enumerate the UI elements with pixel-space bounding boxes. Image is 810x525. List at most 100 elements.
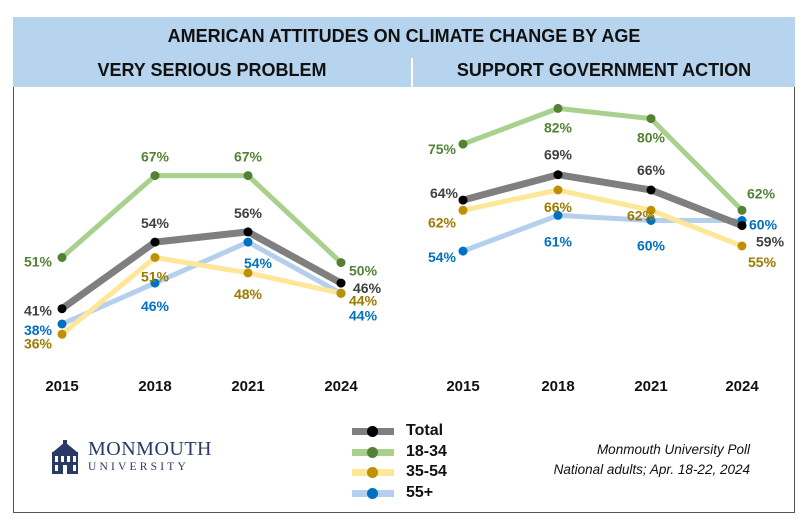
main-title: AMERICAN ATTITUDES ON CLIMATE CHANGE BY … <box>167 26 641 46</box>
data-point-Total-2018 <box>553 170 563 180</box>
legend-label-total: Total <box>406 422 444 440</box>
right-chart-title: SUPPORT GOVERNMENT ACTION <box>456 60 752 80</box>
data-label-35-54-2024: 44% <box>349 292 378 308</box>
data-point-Total-2015 <box>57 304 67 314</box>
data-point-55+-2018 <box>553 210 563 220</box>
data-label-Total-2021: 56% <box>234 205 263 221</box>
data-label-Total-2024: 46% <box>353 280 382 296</box>
data-label-55+-2024: 60% <box>749 217 778 233</box>
series-line-18-34 <box>460 105 745 213</box>
header-band <box>13 17 795 87</box>
series-line-18-34 <box>59 173 344 266</box>
data-point-55+-2018 <box>150 278 160 288</box>
data-point-18-34-2018 <box>150 171 160 181</box>
data-label-Total-2018: 69% <box>544 147 573 163</box>
x-tick-label-2024: 2024 <box>725 378 759 395</box>
data-label-35-54-2015: 62% <box>428 214 457 230</box>
data-point-Total-2015 <box>458 195 468 205</box>
data-label-Total-2015: 41% <box>24 303 53 319</box>
data-label-35-54-2018: 66% <box>544 199 573 215</box>
data-point-18-34-2021 <box>243 171 253 181</box>
data-point-Total-2021 <box>646 185 656 195</box>
data-point-35-54-2024 <box>737 241 747 251</box>
legend-item-35-54: 35-54 <box>352 462 447 483</box>
header-divider <box>411 58 413 87</box>
data-point-35-54-2021 <box>646 205 656 215</box>
data-label-Total-2024: 59% <box>756 234 785 250</box>
series-line-55+ <box>460 212 745 254</box>
source-line-2: National adults; Apr. 18-22, 2024 <box>553 462 750 477</box>
legend-swatch-total <box>352 424 394 438</box>
data-label-35-54-2015: 36% <box>24 335 53 351</box>
university-building-icon <box>52 440 78 474</box>
data-label-55+-2015: 54% <box>428 249 457 265</box>
x-tick-label-2015: 2015 <box>446 378 479 395</box>
data-point-35-54-2018 <box>553 185 563 195</box>
source-line-1: Monmouth University Poll <box>596 442 750 457</box>
legend-label-55-plus: 55+ <box>406 483 434 501</box>
data-label-55+-2021: 60% <box>637 238 666 254</box>
data-point-18-34-2015 <box>458 139 468 149</box>
legend-swatch-55-plus <box>352 486 394 500</box>
data-label-55+-2021: 54% <box>244 255 273 271</box>
data-point-18-34-2024 <box>336 258 346 268</box>
legend-label-18-34: 18-34 <box>406 442 447 460</box>
data-label-Total-2018: 54% <box>141 215 170 231</box>
data-point-Total-2024 <box>336 278 346 288</box>
x-tick-label-2015: 2015 <box>45 378 78 395</box>
x-tick-label-2024: 2024 <box>324 378 358 395</box>
legend-item-total: Total <box>352 421 447 442</box>
data-label-18-34-2015: 51% <box>24 254 53 270</box>
data-label-18-34-2024: 62% <box>747 185 776 201</box>
series-line-35-54 <box>59 255 344 337</box>
data-label-55+-2015: 38% <box>24 322 53 338</box>
data-label-35-54-2024: 55% <box>748 254 777 270</box>
monmouth-logo: MONMOUTH UNIVERSITY <box>50 438 212 476</box>
data-label-18-34-2015: 75% <box>428 141 457 157</box>
series-line-35-54 <box>460 187 745 249</box>
logo-sub: UNIVERSITY <box>88 461 189 473</box>
x-tick-label-2021: 2021 <box>634 378 667 395</box>
data-label-Total-2021: 66% <box>637 162 666 178</box>
data-point-35-54-2018 <box>150 253 160 262</box>
legend-item-18-34: 18-34 <box>352 442 447 463</box>
legend-swatch-35-54 <box>352 465 394 479</box>
x-tick-label-2018: 2018 <box>138 378 171 395</box>
data-label-18-34-2021: 80% <box>637 130 666 146</box>
data-label-55+-2018: 46% <box>141 298 170 314</box>
data-point-55+-2015 <box>458 246 468 256</box>
x-tick-label-2021: 2021 <box>231 378 264 395</box>
data-label-35-54-2021: 62% <box>627 207 656 223</box>
source-note: Monmouth University Poll National adults… <box>554 440 750 480</box>
data-label-35-54-2021: 48% <box>234 286 263 302</box>
data-point-Total-2021 <box>243 227 253 237</box>
data-point-18-34-2021 <box>646 114 656 124</box>
data-point-35-54-2015 <box>458 205 468 215</box>
data-point-18-34-2024 <box>737 205 747 215</box>
data-point-Total-2018 <box>150 237 160 247</box>
data-point-55+-2015 <box>57 319 67 329</box>
legend-swatch-18-34 <box>352 445 394 459</box>
data-label-35-54-2018: 51% <box>141 269 170 285</box>
data-label-55+-2024: 44% <box>349 307 378 323</box>
data-label-18-34-2024: 50% <box>349 263 378 279</box>
legend: Total 18-34 35-54 55+ <box>352 421 447 503</box>
x-tick-label-2018: 2018 <box>541 378 574 395</box>
series-line-55+ <box>59 239 344 327</box>
data-label-18-34-2021: 67% <box>234 149 263 165</box>
data-label-18-34-2018: 67% <box>141 149 170 165</box>
data-label-Total-2015: 64% <box>430 185 459 201</box>
data-label-55+-2018: 61% <box>544 233 573 249</box>
series-line-Total <box>459 171 746 230</box>
logo-name: MONMOUTH <box>88 438 212 460</box>
data-point-Total-2024 <box>737 221 747 231</box>
data-point-55+-2021 <box>646 216 656 225</box>
legend-label-35-54: 35-54 <box>406 463 447 481</box>
legend-item-55-plus: 55+ <box>352 483 447 504</box>
data-point-18-34-2015 <box>57 253 67 262</box>
series-line-Total <box>58 228 345 313</box>
data-point-55+-2021 <box>243 237 253 247</box>
data-point-35-54-2024 <box>336 288 346 298</box>
data-label-18-34-2018: 82% <box>544 119 573 135</box>
